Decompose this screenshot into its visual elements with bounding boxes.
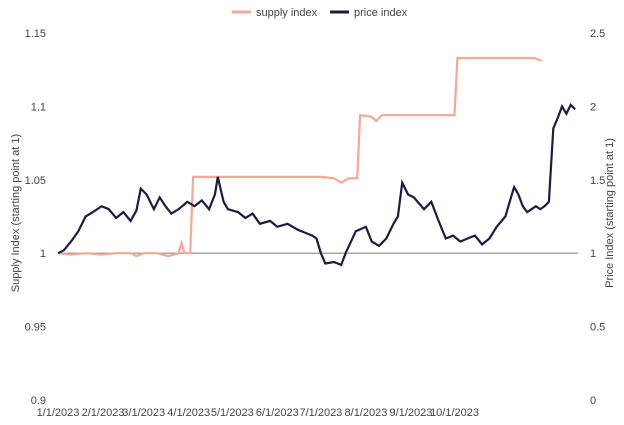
legend-label-supply: supply index — [256, 7, 318, 19]
y-right-axis-title: Price Index (starting point at 1) — [604, 138, 616, 288]
y-right-tick-label: 0 — [590, 395, 596, 407]
x-tick-label: 8/1/2023 — [345, 407, 388, 419]
y-left-axis-title: Supply Index (starting point at 1) — [10, 134, 22, 292]
y-left-tick-label: 1.05 — [25, 175, 46, 187]
x-tick-label: 2/1/2023 — [82, 407, 125, 419]
legend: supply index price index — [232, 7, 408, 19]
y-right-tick-label: 1 — [590, 248, 596, 260]
x-tick-label: 3/1/2023 — [122, 407, 165, 419]
y-left-axis-ticks: 0.9 0.95 1 1.05 1.1 1.15 — [25, 28, 46, 407]
x-tick-label: 9/1/2023 — [390, 407, 433, 419]
y-left-tick-label: 0.9 — [31, 395, 46, 407]
y-right-tick-label: 1.5 — [590, 175, 605, 187]
y-left-tick-label: 1.1 — [31, 101, 46, 113]
y-left-tick-label: 0.95 — [25, 322, 46, 334]
x-tick-label: 4/1/2023 — [167, 407, 210, 419]
series-line-supply-index — [57, 56, 543, 258]
y-right-tick-label: 2 — [590, 101, 596, 113]
x-tick-label: 7/1/2023 — [299, 407, 342, 419]
legend-label-price: price index — [354, 7, 408, 19]
y-right-axis-ticks: 0 0.5 1 1.5 2 2.5 — [590, 28, 605, 407]
y-right-tick-label: 2.5 — [590, 28, 605, 40]
y-left-tick-label: 1.15 — [25, 28, 46, 40]
x-tick-label: 6/1/2023 — [256, 407, 299, 419]
y-right-tick-label: 0.5 — [590, 322, 605, 334]
x-tick-label: 1/1/2023 — [37, 407, 80, 419]
series-line-price-index — [57, 103, 576, 267]
y-left-tick-label: 1 — [40, 248, 46, 260]
x-tick-label: 5/1/2023 — [211, 407, 254, 419]
x-tick-label: 10/1/2023 — [430, 407, 479, 419]
